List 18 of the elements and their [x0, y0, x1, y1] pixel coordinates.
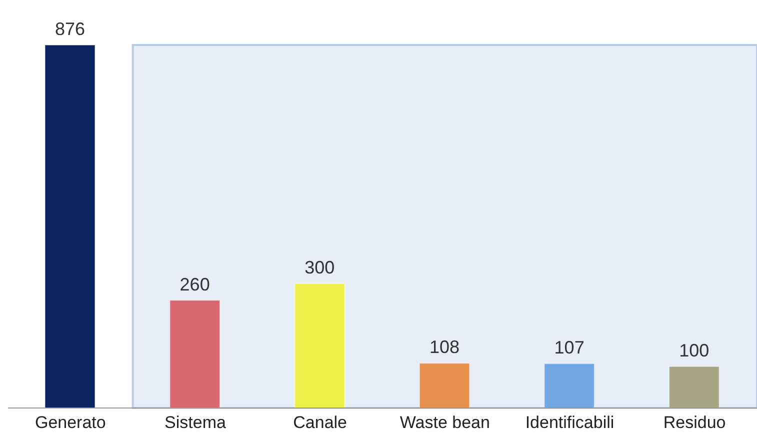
bar: [169, 300, 220, 408]
bar: [544, 363, 595, 408]
data-label: 100: [679, 340, 710, 361]
x-tick-label: Residuo: [663, 413, 726, 432]
x-tick-label: Canale: [293, 413, 348, 432]
x-tick-label: Sistema: [164, 413, 226, 432]
bar: [419, 362, 470, 408]
bar: [294, 283, 346, 408]
data-label: 108: [429, 337, 460, 358]
bar: [44, 44, 96, 408]
x-tick-label: Generato: [34, 413, 106, 432]
x-tick-label: Waste bean: [400, 413, 490, 432]
data-label: 300: [304, 258, 335, 278]
data-label: 876: [54, 19, 86, 39]
bar: [668, 366, 720, 408]
x-tick-label: Identificabili: [525, 413, 614, 432]
data-label: 260: [180, 274, 210, 294]
data-label: 107: [554, 338, 584, 358]
